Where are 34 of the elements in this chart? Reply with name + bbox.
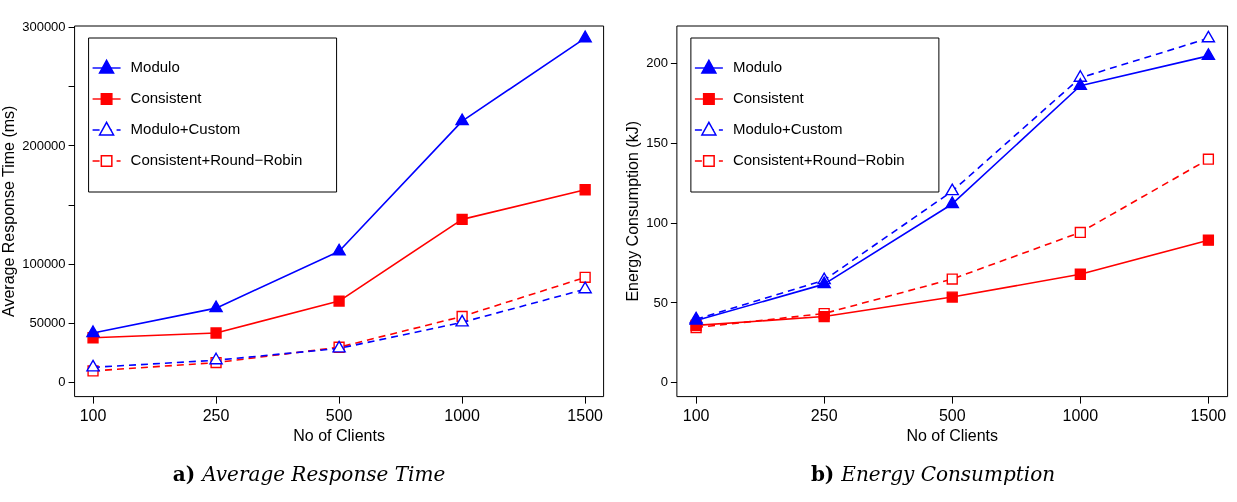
legend-label: Consistent+Round−Robin [130, 151, 303, 169]
y-tick-label: 50 [653, 294, 668, 310]
legend-label: Consistent+Round−Robin [732, 151, 905, 169]
y-tick-label: 50000 [29, 315, 66, 331]
x-tick-label: 250 [202, 406, 230, 424]
x-tick-label: 1000 [1062, 406, 1099, 424]
x-tick-label: 500 [325, 406, 353, 424]
text: a) Average Response Time [172, 462, 446, 486]
legend-label: Modulo+Custom [732, 120, 843, 138]
legend-label: Modulo+Custom [130, 120, 241, 138]
y-axis-title: Average Response Time (ms) [0, 105, 18, 317]
x-tick-label: 1500 [1190, 406, 1227, 424]
x-tick-label: 100 [79, 406, 107, 424]
x-tick-label: 500 [938, 406, 966, 424]
x-axis-title: No of Clients [906, 426, 999, 444]
y-tick-label: 0 [660, 374, 668, 390]
text: b) Energy Consumption [810, 462, 1056, 486]
y-tick-label: 100 [646, 214, 668, 230]
y-tick-label: 300000 [22, 19, 66, 35]
y-tick-label: 200 [646, 54, 668, 70]
y-axis-title: Energy Consumption (kJ) [624, 121, 642, 302]
legend-label: Consistent [732, 89, 805, 107]
x-tick-label: 100 [682, 406, 710, 424]
x-tick-label: 250 [810, 406, 838, 424]
x-axis-title: No of Clients [293, 426, 385, 444]
y-tick-label: 150 [646, 134, 668, 150]
y-tick-label: 100000 [22, 255, 66, 271]
x-tick-label: 1500 [567, 406, 604, 424]
legend-label: Modulo [732, 58, 783, 76]
x-tick-label: 1000 [444, 406, 481, 424]
y-tick-label: 0 [58, 374, 66, 390]
y-tick-label: 200000 [22, 137, 66, 153]
legend-label: Consistent [130, 89, 203, 107]
legend-label: Modulo [130, 58, 180, 76]
